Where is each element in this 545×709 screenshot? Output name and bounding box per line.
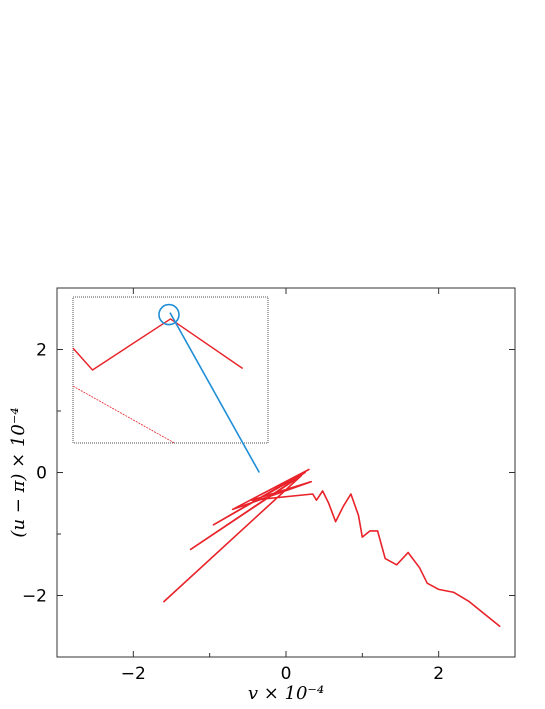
zoom-connector-line xyxy=(169,312,260,473)
x-tick-label: −2 xyxy=(121,664,146,684)
inset-frame xyxy=(72,296,269,444)
x-tick-label: 2 xyxy=(433,664,444,684)
y-tick-label: 2 xyxy=(36,341,47,361)
inset-curve xyxy=(72,318,244,371)
inset-curves xyxy=(72,318,244,444)
zoom-marker-circle xyxy=(158,303,180,326)
zoom-inset xyxy=(72,296,269,444)
series-line xyxy=(163,468,501,628)
y-axis-label: (u − π) × 10⁻⁴ xyxy=(8,407,29,537)
y-tick-label: −2 xyxy=(22,587,47,607)
inset-curve xyxy=(72,385,175,444)
y-ticks: 2 0 −2 xyxy=(22,287,515,658)
series xyxy=(163,468,501,628)
x-axis-label: v × 10⁻⁴ xyxy=(248,683,324,704)
x-tick-label: 0 xyxy=(281,664,292,684)
y-tick-label: 0 xyxy=(36,464,47,484)
x-ticks: −2 0 2 xyxy=(56,288,516,684)
